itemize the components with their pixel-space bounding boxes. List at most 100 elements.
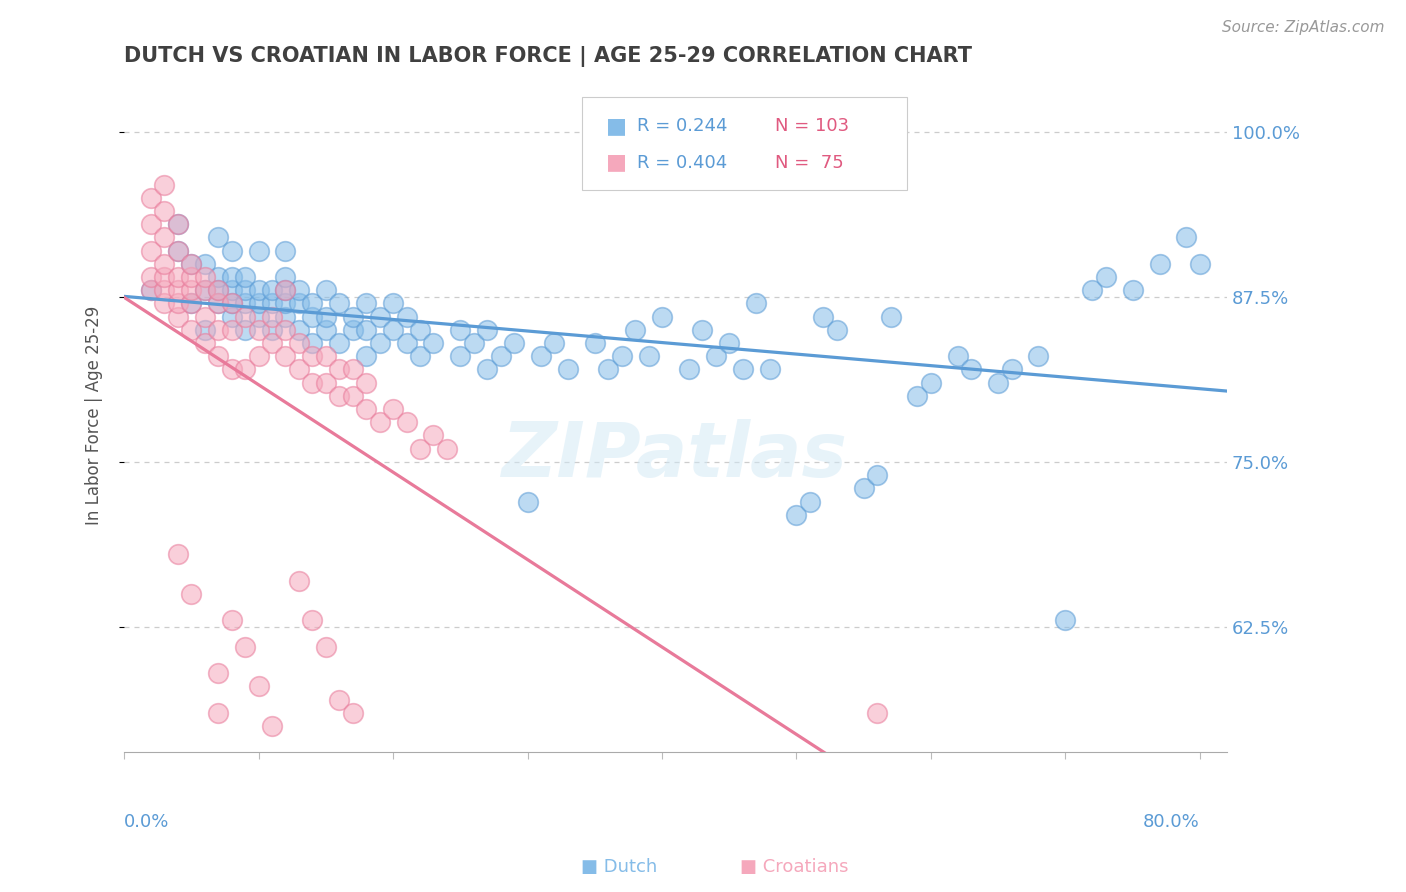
Point <box>785 508 807 522</box>
Point <box>207 706 229 720</box>
Point <box>233 323 256 337</box>
Point <box>247 310 270 324</box>
Point <box>382 296 405 310</box>
Point <box>598 362 620 376</box>
Point <box>153 283 176 297</box>
Point <box>274 283 297 297</box>
Point <box>274 349 297 363</box>
Point <box>395 336 418 351</box>
Point <box>342 323 364 337</box>
Text: ZIPatlas: ZIPatlas <box>502 419 848 493</box>
Point <box>463 336 485 351</box>
Point <box>543 336 565 351</box>
Point <box>301 336 323 351</box>
Point <box>436 442 458 456</box>
Point <box>153 178 176 192</box>
Point <box>288 323 311 337</box>
Point <box>167 244 190 258</box>
Point <box>221 362 243 376</box>
Point <box>194 283 217 297</box>
Point <box>260 296 283 310</box>
Point <box>368 336 391 351</box>
Point <box>758 362 780 376</box>
Point <box>557 362 579 376</box>
Point <box>153 230 176 244</box>
Point <box>1081 283 1104 297</box>
Point <box>503 336 526 351</box>
Point <box>194 323 217 337</box>
Point <box>139 244 162 258</box>
Point <box>382 323 405 337</box>
Point <box>221 244 243 258</box>
Point <box>368 415 391 429</box>
Point <box>866 706 889 720</box>
Point <box>960 362 983 376</box>
Point <box>477 323 499 337</box>
Point <box>139 191 162 205</box>
Point <box>342 706 364 720</box>
Point <box>247 323 270 337</box>
Point <box>1149 257 1171 271</box>
Point <box>153 257 176 271</box>
Point <box>301 296 323 310</box>
Point <box>194 283 217 297</box>
Point <box>180 270 202 285</box>
Point <box>180 283 202 297</box>
Point <box>247 680 270 694</box>
Point <box>477 362 499 376</box>
Point <box>368 310 391 324</box>
Point <box>354 323 377 337</box>
Point <box>825 323 848 337</box>
Point <box>167 270 190 285</box>
Point <box>288 296 311 310</box>
Point <box>409 323 432 337</box>
Point <box>207 349 229 363</box>
Point <box>260 310 283 324</box>
Point <box>354 376 377 390</box>
Text: ■: ■ <box>606 153 627 173</box>
Point <box>422 428 444 442</box>
Point <box>288 362 311 376</box>
Point <box>731 362 754 376</box>
Point <box>221 323 243 337</box>
Point <box>233 310 256 324</box>
Point <box>153 203 176 218</box>
Point <box>328 296 350 310</box>
Point <box>354 349 377 363</box>
Point <box>180 257 202 271</box>
Point <box>907 389 929 403</box>
Text: R = 0.244: R = 0.244 <box>637 117 727 135</box>
Point <box>354 296 377 310</box>
Point <box>221 296 243 310</box>
Point <box>274 323 297 337</box>
Point <box>247 349 270 363</box>
Point <box>167 310 190 324</box>
Point <box>260 323 283 337</box>
Text: R = 0.404: R = 0.404 <box>637 153 727 171</box>
Text: N = 103: N = 103 <box>775 117 849 135</box>
Text: ■: ■ <box>606 116 627 136</box>
Text: ■ Croatians: ■ Croatians <box>740 858 849 876</box>
Point <box>530 349 553 363</box>
Point <box>153 270 176 285</box>
Point <box>637 349 659 363</box>
Point <box>274 296 297 310</box>
Point <box>987 376 1010 390</box>
Point <box>1188 257 1211 271</box>
Point <box>247 296 270 310</box>
Point <box>221 283 243 297</box>
Point <box>354 402 377 417</box>
Point <box>180 587 202 601</box>
Point <box>274 310 297 324</box>
Point <box>139 283 162 297</box>
Point <box>288 283 311 297</box>
Point <box>449 349 471 363</box>
Point <box>1122 283 1144 297</box>
Text: 0.0%: 0.0% <box>124 814 170 831</box>
Point <box>328 336 350 351</box>
Point <box>233 283 256 297</box>
Point <box>139 217 162 231</box>
Text: Source: ZipAtlas.com: Source: ZipAtlas.com <box>1222 20 1385 35</box>
Point <box>247 283 270 297</box>
Point <box>1028 349 1050 363</box>
